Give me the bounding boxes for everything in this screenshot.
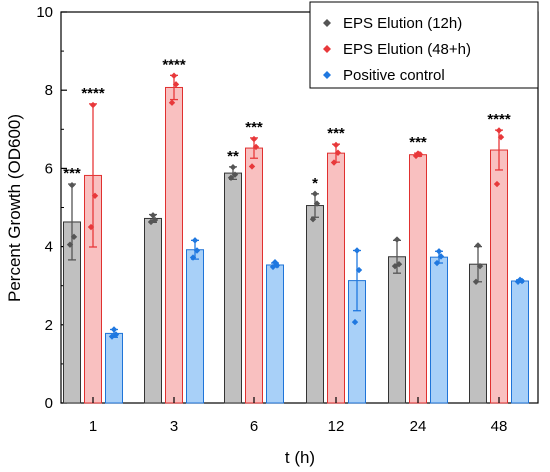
x-tick-label: 24 [410,418,427,435]
bar [186,249,204,404]
x-tick-label: 48 [491,418,508,435]
data-point [227,174,235,181]
data-point [313,200,321,207]
significance-label: **** [81,85,105,102]
legend-marker [323,45,331,53]
legend-label: EPS Elution (48+h) [343,41,471,58]
data-point [231,171,239,178]
data-point [189,254,197,261]
data-point [437,253,445,260]
bar [245,147,263,404]
data-point [412,152,420,160]
data-point [248,163,256,170]
data-point [353,247,361,254]
significance-label: **** [162,56,186,73]
x-tick-label: 3 [170,418,178,435]
data-point [435,248,443,255]
y-axis-title: Percent Growth (OD600) [5,114,24,302]
significance-label: *** [409,134,427,151]
data-point [332,141,340,149]
data-point [66,241,74,248]
data-point [147,218,155,226]
y-tick-label: 4 [45,239,53,256]
bar [266,264,284,404]
x-tick-label: 6 [250,418,258,435]
legend-box [309,1,539,89]
bar [327,152,345,404]
data-point [355,266,363,274]
bar [306,205,324,404]
data-point [495,127,503,134]
data-point [229,164,237,171]
significance-label: *** [63,165,81,182]
data-point [68,182,76,189]
legend-label: EPS Elution (12h) [343,15,462,32]
bar [224,172,242,404]
data-point [191,237,199,244]
bar [388,256,406,404]
bar [144,217,162,404]
data-point [497,133,505,141]
y-tick-label: 8 [45,82,53,99]
data-point [193,247,201,254]
bar [490,149,508,404]
data-point [514,278,522,285]
legend-label: Positive control [343,67,445,84]
data-point [334,149,342,156]
legend-marker [323,71,331,79]
data-point [87,223,95,231]
data-point [351,318,359,326]
data-point [472,278,480,285]
legend-marker [323,19,331,27]
bar [511,280,529,404]
significance-label: *** [245,119,263,136]
y-tick-label: 6 [45,160,53,177]
data-point [91,192,99,199]
data-point [151,216,159,224]
data-point [493,180,501,188]
bar [409,154,427,404]
data-point [393,236,401,243]
data-point [476,262,484,270]
data-point [110,326,118,333]
y-tick-label: 0 [45,395,53,412]
significance-label: ** [227,148,239,165]
data-point [269,263,277,271]
data-point [70,233,78,241]
x-tick-label: 1 [89,418,97,435]
data-point [108,333,116,340]
data-point [391,262,399,270]
data-point [330,159,338,166]
data-point [518,277,526,285]
y-tick-label: 2 [45,317,53,334]
data-point [309,216,317,223]
significance-label: **** [487,111,511,128]
y-tick-label: 10 [36,4,53,21]
bar [105,332,123,404]
bar [430,256,448,404]
data-point [311,190,319,198]
data-point [172,81,180,88]
data-point [250,135,258,143]
data-point [168,99,176,106]
legend: EPS Elution (12h) EPS Elution (48+h) Posit… [309,1,539,89]
data-point [252,143,260,151]
data-point [433,259,441,267]
data-point [89,101,97,109]
x-tick-label: 12 [328,418,345,435]
bar [165,86,183,404]
significance-label: *** [327,125,345,142]
bar [469,263,487,404]
x-axis-title: t (h) [285,448,315,467]
data-point [474,242,482,249]
data-point [170,72,178,79]
data-point [149,212,157,219]
significance-label: * [312,175,318,192]
